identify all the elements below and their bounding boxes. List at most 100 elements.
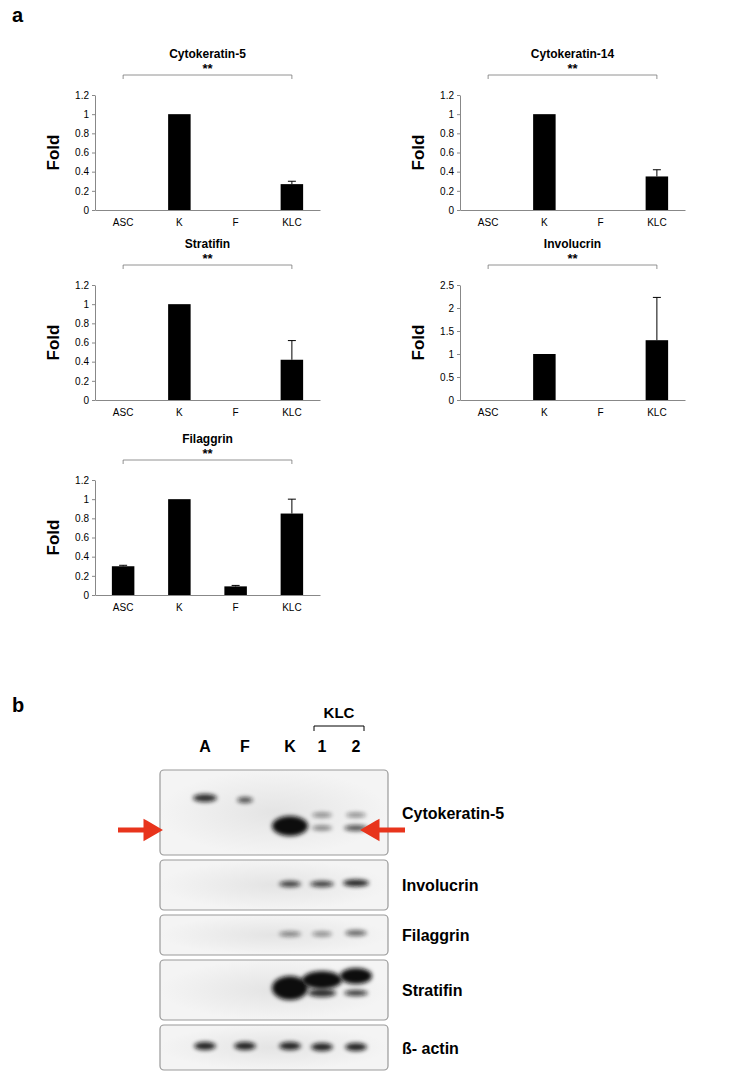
tick-label: 0.8 <box>75 318 89 329</box>
tick-label: 0.8 <box>440 128 454 139</box>
bar <box>589 210 612 211</box>
tick: 0.6 <box>75 337 95 348</box>
bar <box>281 360 304 400</box>
plot-area <box>168 114 303 210</box>
tick: 1 <box>83 109 95 120</box>
tick-label: 0 <box>83 590 89 601</box>
annotation: ** <box>567 251 578 266</box>
tick-mark <box>92 499 95 500</box>
tick-label: 0.2 <box>75 186 89 197</box>
tick-mark <box>92 343 95 344</box>
arrow <box>365 823 405 837</box>
blot-strip <box>160 915 388 955</box>
tick-label: F <box>598 407 604 418</box>
tick-mark <box>92 95 95 96</box>
tick: 0.8 <box>75 513 95 524</box>
tick: ASC <box>113 400 134 418</box>
tick: K <box>176 400 183 418</box>
band <box>237 797 253 803</box>
axis-title: Fold <box>44 135 63 171</box>
error-cap <box>119 565 127 566</box>
tick-label: K <box>541 407 548 418</box>
tick-label: 0.8 <box>75 128 89 139</box>
tick-label: KLC <box>282 217 301 228</box>
tick: 0.8 <box>440 128 460 139</box>
bar <box>477 210 500 211</box>
tick-label: 1.2 <box>75 280 89 291</box>
tick-label: 0.8 <box>75 513 89 524</box>
tick-label: F <box>598 217 604 228</box>
error-bar <box>653 170 661 177</box>
tick-mark <box>457 354 460 355</box>
annotation: ** <box>202 251 213 266</box>
error-bar <box>653 297 661 340</box>
tick-label: ASC <box>113 407 134 418</box>
band <box>312 932 332 937</box>
tick-label: 2.5 <box>440 280 454 291</box>
bands <box>193 794 372 1051</box>
tick-label: ASC <box>113 602 134 613</box>
band <box>340 968 372 984</box>
tick-label: 0.6 <box>440 147 454 158</box>
tick-mark <box>92 557 95 558</box>
tick-label: 0 <box>83 205 89 216</box>
tick-mark <box>92 400 95 401</box>
tick-label: 1 <box>448 109 454 120</box>
tick-label: 0.5 <box>440 372 454 383</box>
tick: KLC <box>282 400 301 418</box>
tick: 0.8 <box>75 128 95 139</box>
tick: 1 <box>83 494 95 505</box>
band <box>343 880 369 887</box>
blot-row-label: Filaggrin <box>402 927 470 944</box>
band <box>311 1043 333 1051</box>
tick-mark <box>92 381 95 382</box>
tick: 0.6 <box>440 147 460 158</box>
tick-mark <box>92 172 95 173</box>
tick: 1.5 <box>440 326 460 337</box>
band <box>234 1042 256 1050</box>
chart-title: Cytokeratin-5 <box>169 47 246 61</box>
lane-label: 1 <box>318 738 327 755</box>
tick-label: 1.2 <box>440 90 454 101</box>
tick-mark <box>457 331 460 332</box>
band <box>344 990 368 996</box>
chart: Fold00.511.522.5ASCKFKLC** <box>409 251 686 418</box>
tick: F <box>233 210 239 228</box>
bar <box>281 514 304 595</box>
tick: 0 <box>83 590 95 601</box>
tick: 1.2 <box>440 90 460 101</box>
tick: 0.2 <box>75 186 95 197</box>
tick-label: K <box>176 407 183 418</box>
bar <box>168 499 191 595</box>
x-axis: ASCKFKLC <box>461 210 686 228</box>
plot-area <box>533 114 668 210</box>
bar <box>112 210 135 211</box>
tick-mark <box>92 518 95 519</box>
bar <box>168 304 191 400</box>
error-bar <box>119 565 127 567</box>
tick: KLC <box>647 210 666 228</box>
tick-mark <box>92 153 95 154</box>
tick: 0.6 <box>75 532 95 543</box>
band <box>312 813 332 818</box>
lane-group-label: KLC <box>324 704 355 721</box>
y-axis: 00.511.522.5 <box>440 280 460 406</box>
annotation: ** <box>567 61 578 76</box>
x-axis: ASCKFKLC <box>96 210 321 228</box>
x-axis: ASCKFKLC <box>96 400 321 418</box>
tick-label: 0 <box>448 205 454 216</box>
tick-mark <box>457 95 460 96</box>
tick: 1 <box>448 349 460 360</box>
chart-title: Cytokeratin-14 <box>531 47 615 61</box>
error-line <box>656 297 657 340</box>
blot-strip <box>160 860 388 910</box>
chart: Fold00.20.40.60.811.2ASCKFKLC** <box>44 251 321 418</box>
tick-label: 1.5 <box>440 326 454 337</box>
lane-label: A <box>199 738 211 755</box>
tick: 0.4 <box>75 551 95 562</box>
bar <box>533 354 556 400</box>
tick-label: F <box>233 602 239 613</box>
tick: KLC <box>282 210 301 228</box>
error-bar <box>232 585 240 587</box>
plot-area <box>533 297 668 400</box>
